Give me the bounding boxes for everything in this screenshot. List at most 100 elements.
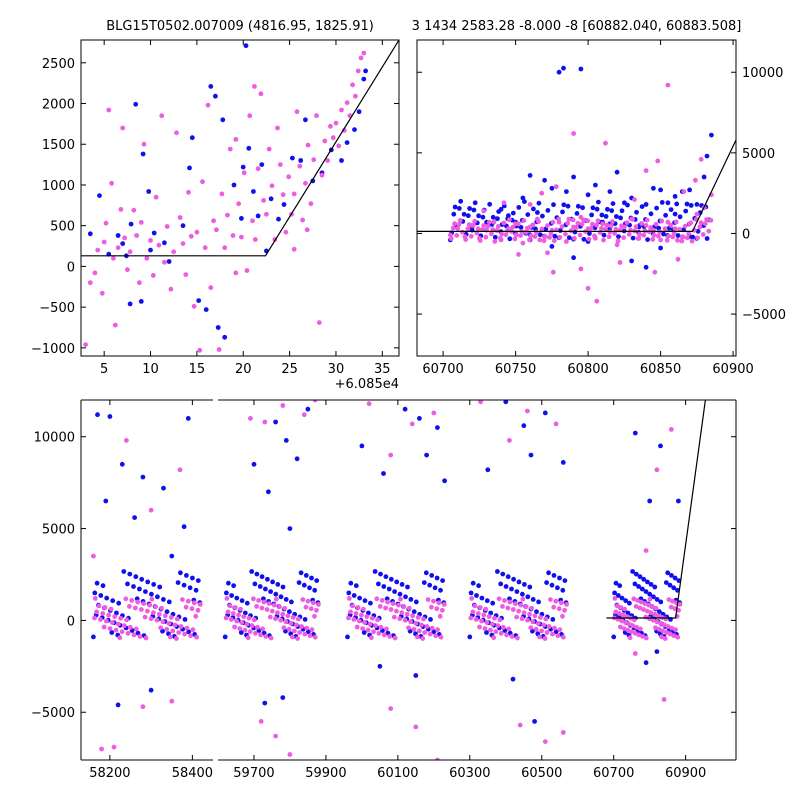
data-point bbox=[630, 235, 636, 241]
data-point bbox=[516, 252, 521, 257]
data-point bbox=[619, 208, 625, 214]
data-point bbox=[127, 571, 133, 577]
data-point bbox=[391, 614, 397, 620]
data-point bbox=[536, 599, 541, 605]
data-point bbox=[97, 193, 102, 199]
data-point bbox=[476, 583, 481, 589]
data-point bbox=[671, 585, 677, 591]
data-point bbox=[654, 619, 660, 625]
data-point bbox=[570, 217, 576, 223]
data-point bbox=[261, 198, 266, 203]
data-point bbox=[118, 207, 124, 212]
data-point bbox=[507, 599, 513, 605]
data-point bbox=[161, 485, 166, 491]
data-point bbox=[636, 632, 642, 638]
data-point bbox=[273, 591, 279, 597]
data-point bbox=[542, 177, 547, 183]
data-point bbox=[434, 606, 440, 612]
data-point bbox=[659, 634, 664, 640]
data-point bbox=[178, 624, 184, 629]
data-point bbox=[672, 226, 678, 232]
data-point bbox=[497, 617, 503, 623]
data-point bbox=[637, 574, 643, 580]
data-point bbox=[663, 212, 668, 218]
data-point bbox=[387, 634, 393, 639]
data-point bbox=[481, 223, 487, 228]
data-point bbox=[133, 101, 139, 107]
data-point bbox=[439, 607, 445, 613]
data-point bbox=[138, 220, 144, 225]
data-point bbox=[197, 602, 203, 607]
data-point bbox=[112, 614, 118, 619]
data-point bbox=[611, 634, 617, 640]
data-point bbox=[603, 214, 609, 219]
data-point bbox=[560, 460, 566, 465]
top-left-model-line bbox=[81, 40, 399, 257]
data-point bbox=[651, 232, 657, 238]
data-point bbox=[237, 626, 243, 631]
data-point bbox=[330, 135, 336, 141]
data-point bbox=[103, 498, 109, 504]
data-point bbox=[267, 614, 273, 620]
data-point bbox=[240, 164, 246, 170]
data-point bbox=[673, 219, 679, 225]
data-point bbox=[277, 162, 283, 168]
data-point bbox=[619, 223, 624, 229]
data-point bbox=[652, 269, 658, 275]
data-point bbox=[153, 604, 159, 610]
data-point bbox=[547, 235, 552, 240]
data-point bbox=[658, 443, 663, 449]
data-point bbox=[164, 609, 170, 615]
data-point bbox=[542, 410, 548, 416]
data-point bbox=[140, 474, 146, 480]
data-point bbox=[456, 222, 462, 227]
data-point bbox=[148, 507, 154, 513]
data-point bbox=[549, 185, 555, 191]
data-point bbox=[354, 624, 360, 630]
data-point bbox=[701, 174, 707, 180]
data-point bbox=[525, 212, 531, 218]
data-point bbox=[545, 250, 550, 256]
data-point bbox=[296, 580, 302, 585]
data-point bbox=[587, 231, 592, 236]
data-point bbox=[355, 605, 361, 610]
data-point bbox=[92, 596, 98, 601]
data-point bbox=[594, 222, 599, 228]
data-point bbox=[658, 599, 664, 605]
data-point bbox=[668, 207, 674, 213]
data-point bbox=[346, 590, 352, 596]
data-point bbox=[483, 606, 489, 612]
data-point bbox=[537, 237, 543, 243]
data-point bbox=[539, 190, 545, 196]
data-point bbox=[178, 570, 183, 576]
data-point bbox=[614, 214, 619, 219]
data-point bbox=[180, 223, 186, 229]
data-point bbox=[521, 610, 527, 616]
data-point bbox=[503, 584, 509, 589]
x-tick-label: 59700 bbox=[233, 766, 274, 781]
data-point bbox=[246, 615, 252, 621]
data-point bbox=[473, 617, 479, 622]
data-point bbox=[375, 617, 380, 623]
data-point bbox=[141, 601, 147, 606]
data-point bbox=[467, 206, 472, 211]
data-point bbox=[673, 627, 678, 633]
data-point bbox=[655, 613, 661, 619]
y-tick-label: 10000 bbox=[34, 431, 75, 446]
data-point bbox=[191, 303, 197, 309]
data-point bbox=[224, 590, 229, 596]
data-point bbox=[247, 629, 253, 635]
data-point bbox=[662, 636, 668, 641]
data-point bbox=[646, 602, 651, 608]
data-point bbox=[629, 629, 634, 635]
data-point bbox=[627, 635, 633, 641]
data-point bbox=[406, 605, 412, 611]
data-point bbox=[404, 611, 410, 617]
data-point bbox=[266, 146, 272, 152]
data-point bbox=[357, 595, 362, 601]
data-point bbox=[481, 612, 487, 618]
data-point bbox=[478, 400, 483, 405]
data-point bbox=[451, 211, 457, 217]
data-point bbox=[468, 590, 474, 596]
data-point bbox=[309, 627, 315, 633]
